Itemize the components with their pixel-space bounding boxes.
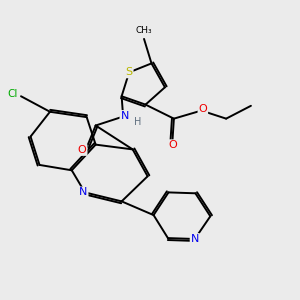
Text: N: N xyxy=(79,188,88,197)
Text: O: O xyxy=(199,104,207,114)
Text: N: N xyxy=(120,111,129,121)
Text: O: O xyxy=(78,145,87,155)
Text: CH₃: CH₃ xyxy=(136,26,152,35)
Text: Cl: Cl xyxy=(7,89,17,99)
Text: H: H xyxy=(134,117,141,127)
Text: N: N xyxy=(190,234,199,244)
Text: O: O xyxy=(168,140,177,150)
Text: S: S xyxy=(125,68,133,77)
